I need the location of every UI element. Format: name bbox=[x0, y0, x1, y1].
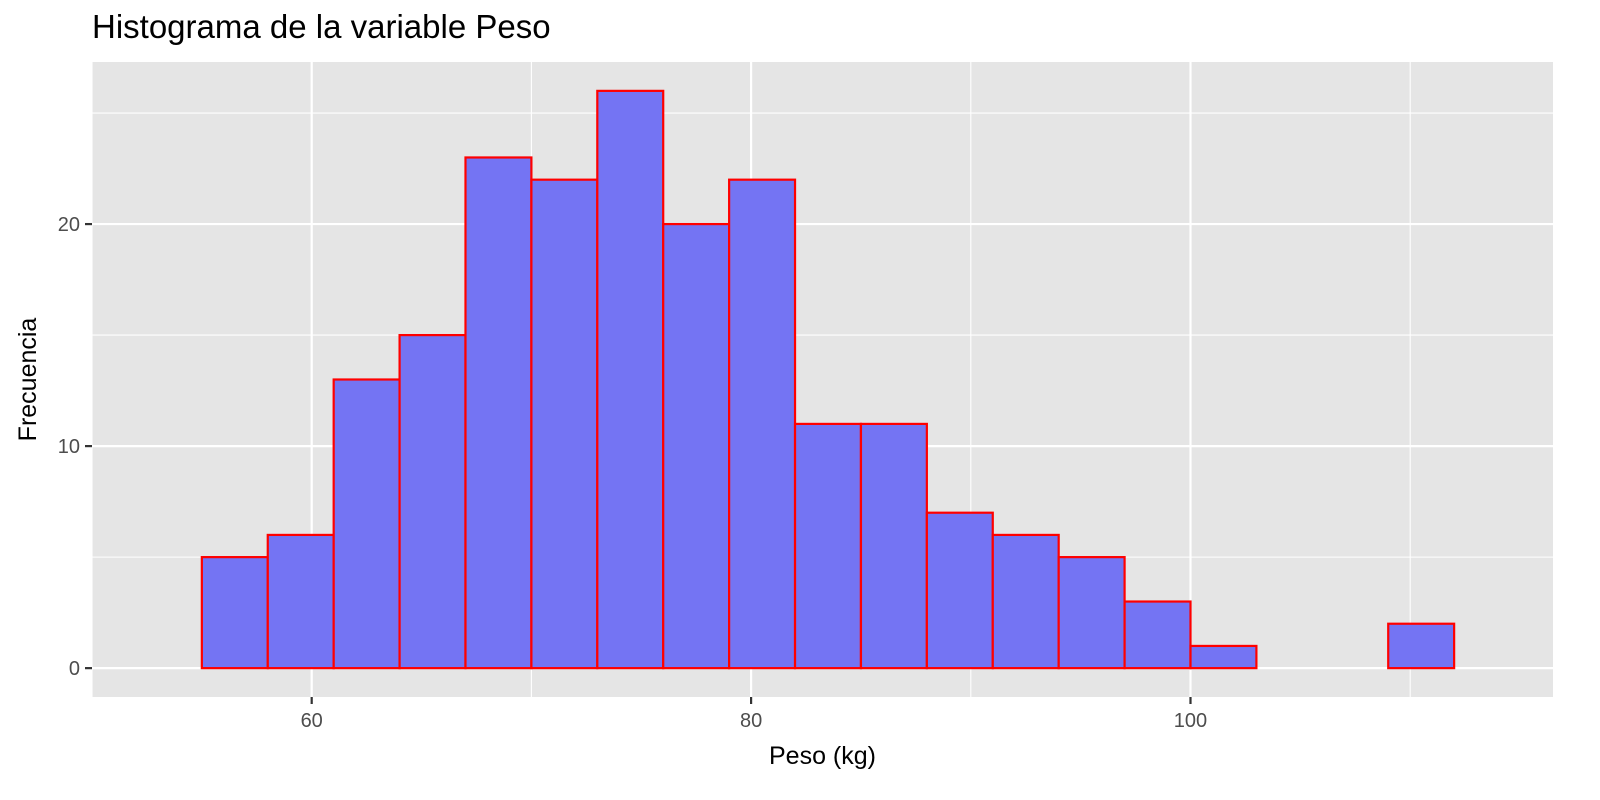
histogram-bar bbox=[859, 422, 928, 670]
histogram-bar bbox=[200, 556, 269, 670]
histogram-bar bbox=[1123, 600, 1192, 670]
chart-title: Histograma de la variable Peso bbox=[92, 8, 551, 45]
x-axis-title: Peso (kg) bbox=[769, 742, 876, 770]
histogram-bar bbox=[596, 89, 665, 670]
histogram-bar bbox=[266, 533, 335, 670]
histogram-bar bbox=[925, 511, 994, 670]
y-tick-label: 10 bbox=[58, 436, 80, 458]
x-tick-label: 80 bbox=[740, 710, 762, 732]
histogram-bar bbox=[332, 378, 401, 670]
histogram-bar bbox=[662, 222, 731, 670]
histogram-bar bbox=[793, 422, 863, 670]
histogram-bar bbox=[1189, 644, 1258, 670]
histogram-bar bbox=[464, 156, 533, 670]
y-tick-label: 0 bbox=[69, 658, 80, 680]
y-tick-label: 20 bbox=[58, 214, 80, 236]
histogram-bar bbox=[398, 333, 467, 670]
y-axis-title: Frecuencia bbox=[14, 318, 42, 442]
histogram-bar bbox=[1387, 622, 1456, 670]
x-tick-label: 100 bbox=[1174, 710, 1207, 732]
x-tick-label: 60 bbox=[301, 710, 323, 732]
histogram-bar bbox=[1057, 556, 1126, 670]
histogram-bar bbox=[991, 533, 1060, 670]
histogram-bar bbox=[530, 178, 599, 670]
histogram-bar bbox=[728, 178, 797, 670]
